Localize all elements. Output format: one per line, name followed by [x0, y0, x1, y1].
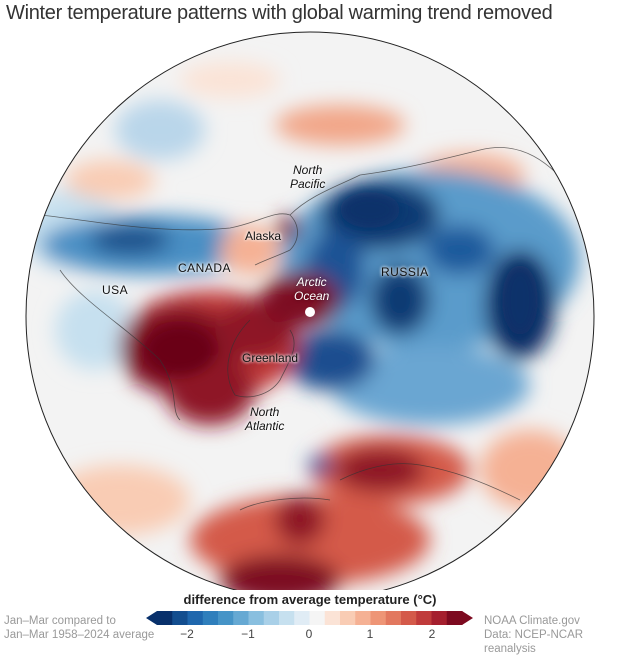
colorbar-bin: [187, 611, 204, 625]
colorbar-tick: 1: [366, 627, 374, 641]
colorbar-bin: [446, 611, 463, 625]
colorbar-bin: [370, 611, 387, 625]
label-line: North: [293, 163, 323, 177]
colorbar-tick: −2: [180, 627, 194, 641]
label-line: North: [250, 405, 280, 419]
label-north-atlantic: North Atlantic: [245, 405, 284, 433]
colorbar-bin: [355, 611, 371, 625]
colorbar-bin: [157, 611, 173, 625]
note-line: Data: NCEP-NCAR reanalysis: [484, 629, 584, 655]
north-pole-marker: [305, 307, 315, 317]
label-arctic-ocean: Arctic Ocean: [294, 275, 329, 303]
label-line: Pacific: [290, 177, 326, 191]
label-north-pacific: North Pacific: [290, 163, 325, 191]
label-greenland: Greenland: [242, 351, 299, 365]
colorbar-bin: [431, 611, 448, 625]
comparison-note: Jan–Mar compared to Jan–Mar 1958–2024 ave…: [4, 614, 154, 642]
legend-title: difference from average temperature (°C): [183, 592, 437, 607]
label-russia: RUSSIA: [381, 265, 429, 279]
label-line: Arctic: [296, 275, 327, 289]
colorbar-bin: [172, 611, 188, 625]
label-alaska: Alaska: [245, 229, 282, 243]
colorbar: [146, 611, 473, 625]
colorbar-bin: [309, 611, 326, 625]
colorbar-bin: [279, 611, 295, 625]
colorbar-bin: [324, 611, 341, 625]
colorbar-bin: [202, 611, 219, 625]
colorbar-bin: [248, 611, 265, 625]
colorbar-tick: 2: [428, 627, 436, 641]
colorbar-min-arrow: [146, 611, 157, 625]
anomaly-field: [26, 62, 580, 600]
colorbar-tick: −1: [241, 627, 255, 641]
colorbar-bin: [416, 611, 432, 625]
colorbar-max-arrow: [462, 611, 473, 625]
colorbar-bin: [385, 611, 402, 625]
label-usa: USA: [102, 283, 129, 297]
chart-title: Winter temperature patterns with global …: [6, 2, 553, 24]
label-canada: CANADA: [178, 261, 232, 275]
note-line: Jan–Mar 1958–2024 average: [4, 629, 155, 641]
colorbar-bin: [401, 611, 417, 625]
colorbar-bin: [218, 611, 234, 625]
source-note: NOAA Climate.gov Data: NCEP-NCAR reanalys…: [484, 614, 620, 656]
colorbar-tick: 0: [305, 627, 313, 641]
label-line: Atlantic: [245, 419, 285, 433]
colorbar-bin: [340, 611, 356, 625]
label-line: Ocean: [294, 289, 330, 303]
coastlines: [39, 147, 581, 511]
colorbar-bin: [263, 611, 280, 625]
note-line: NOAA Climate.gov: [484, 615, 580, 627]
colorbar-bin: [294, 611, 310, 625]
colorbar-bin: [233, 611, 249, 625]
note-line: Jan–Mar compared to: [4, 615, 116, 627]
